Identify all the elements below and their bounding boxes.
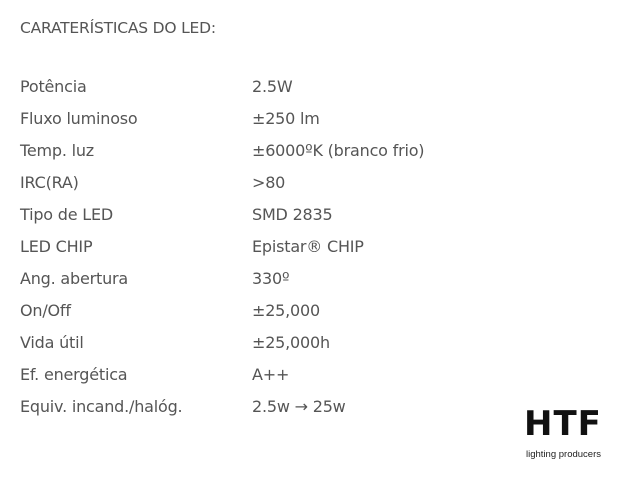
spec-value: Epistar® CHIP xyxy=(252,237,364,256)
spec-label: LED CHIP xyxy=(20,237,93,256)
spec-label: Tipo de LED xyxy=(20,205,113,224)
spec-value: 2.5w → 25w xyxy=(252,397,346,416)
spec-value: A++ xyxy=(252,365,290,384)
spec-value: ±6000ºK (branco frio) xyxy=(252,141,425,160)
spec-label: Temp. luz xyxy=(20,141,94,160)
logo-brand: HTF xyxy=(524,404,602,444)
section-title: CARATERÍSTICAS DO LED: xyxy=(20,19,216,37)
spec-label: Fluxo luminoso xyxy=(20,109,138,128)
spec-label: Equiv. incand./halóg. xyxy=(20,397,183,416)
spec-value: ±250 lm xyxy=(252,109,320,128)
spec-label: IRC(RA) xyxy=(20,173,79,192)
htf-logo: HTF lighting producers xyxy=(524,406,630,468)
spec-value: SMD 2835 xyxy=(252,205,333,224)
spec-value: ±25,000 xyxy=(252,301,320,320)
spec-value: 2.5W xyxy=(252,77,293,96)
spec-label: Ang. abertura xyxy=(20,269,128,288)
spec-value: ±25,000h xyxy=(252,333,330,352)
spec-label: Potência xyxy=(20,77,87,96)
spec-value: 330º xyxy=(252,269,290,288)
spec-label: Ef. energética xyxy=(20,365,128,384)
spec-value: >80 xyxy=(252,173,286,192)
logo-tagline: lighting producers xyxy=(526,449,601,460)
spec-label: On/Off xyxy=(20,301,71,320)
spec-label: Vida útil xyxy=(20,333,84,352)
